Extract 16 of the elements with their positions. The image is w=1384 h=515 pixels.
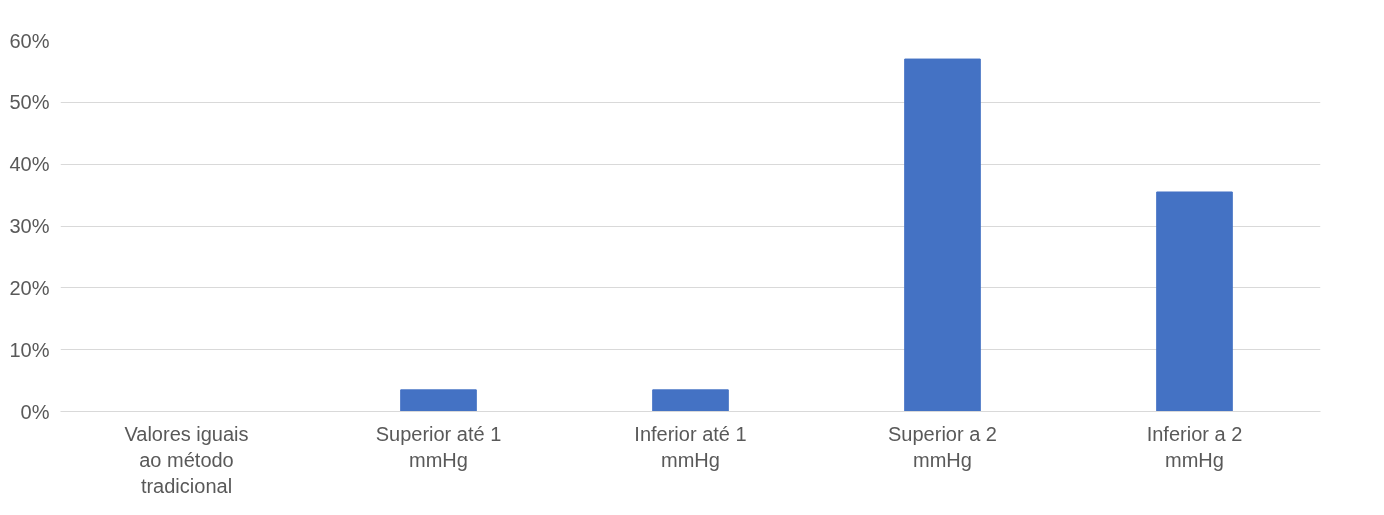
bar [904,58,981,412]
bar [400,389,477,412]
y-tick-label: 30% [9,215,50,237]
bar [652,389,729,412]
y-tick-label: 0% [20,400,50,423]
y-tick-label: 10% [9,338,50,361]
x-tick-label: Superior a 2 mmHg [888,422,997,471]
y-tick-label: 40% [9,153,50,176]
y-tick-label: 50% [9,91,50,114]
x-tick-label: Inferior até 1 mmHg [634,422,747,471]
x-tick-label: Valores iguais ao método tradicional [124,422,249,498]
y-tick-label: 60% [9,29,50,52]
x-tick-label: Superior até 1 mmHg [375,422,502,471]
y-tick-label: 20% [9,276,50,299]
bar [1156,191,1233,412]
x-tick-label: Inferior a 2 mmHg [1146,422,1243,471]
